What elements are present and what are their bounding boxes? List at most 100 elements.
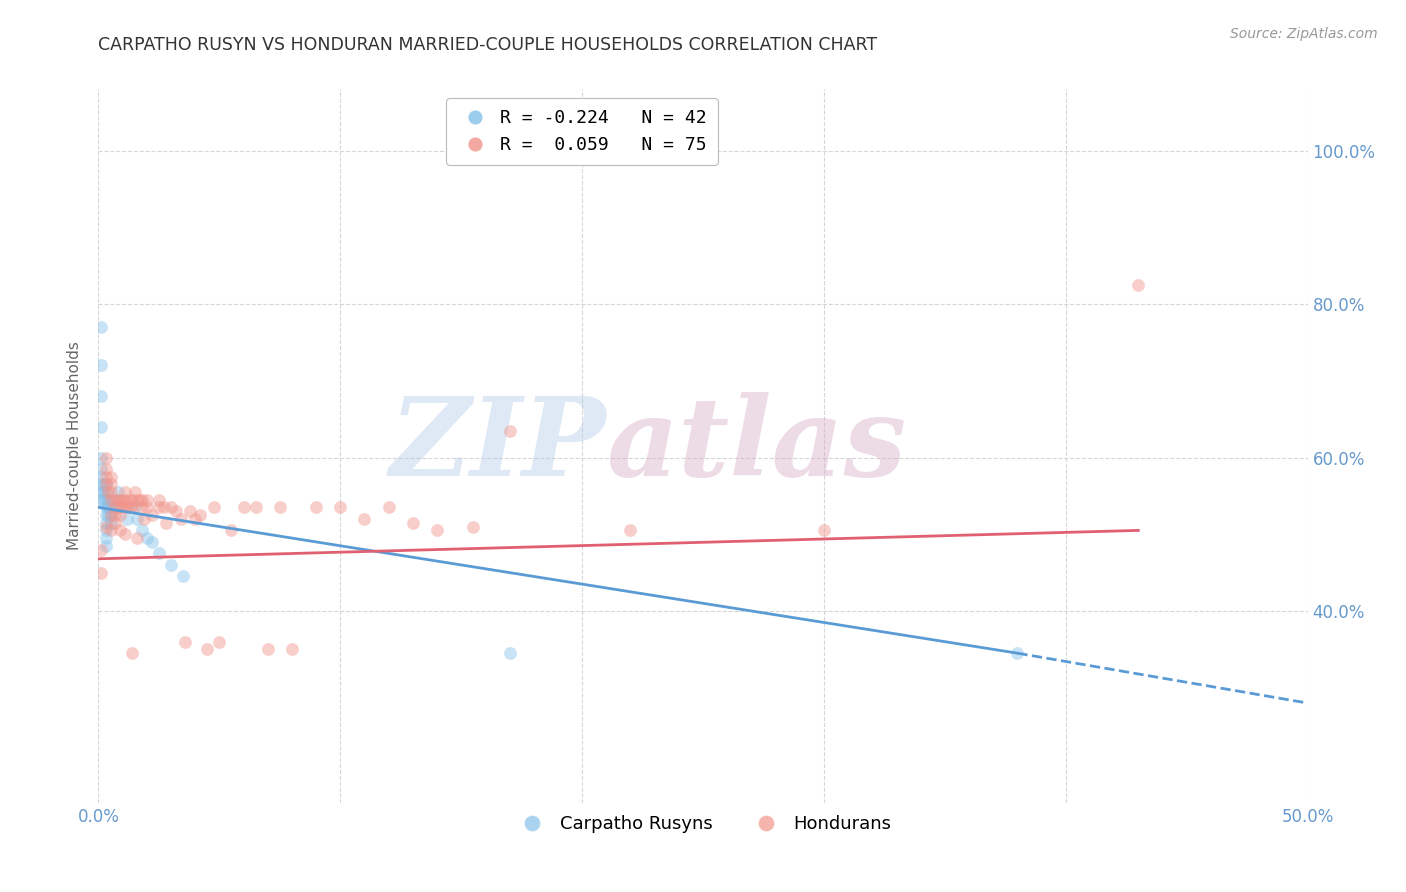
- Point: [100, 485, 122, 500]
- Point: [107, 485, 129, 500]
- Point: [90, 419, 112, 434]
- Point: [90, 389, 112, 403]
- Point: [108, 508, 131, 522]
- Point: [1128, 277, 1150, 292]
- Point: [90, 477, 112, 491]
- Point: [169, 512, 191, 526]
- Point: [90, 320, 112, 334]
- Text: CARPATHO RUSYN VS HONDURAN MARRIED-COUPLE HOUSEHOLDS CORRELATION CHART: CARPATHO RUSYN VS HONDURAN MARRIED-COUPL…: [98, 36, 877, 54]
- Point: [619, 524, 641, 538]
- Point: [118, 492, 141, 507]
- Point: [94, 500, 117, 515]
- Point: [104, 508, 127, 522]
- Point: [134, 512, 156, 526]
- Point: [121, 500, 143, 515]
- Point: [94, 485, 117, 500]
- Point: [426, 524, 449, 538]
- Point: [329, 500, 352, 515]
- Point: [90, 462, 112, 476]
- Point: [141, 535, 163, 549]
- Point: [1007, 646, 1029, 660]
- Point: [100, 477, 122, 491]
- Point: [104, 516, 127, 530]
- Point: [165, 504, 187, 518]
- Point: [94, 477, 117, 491]
- Point: [127, 531, 149, 545]
- Y-axis label: Married-couple Households: Married-couple Households: [66, 342, 82, 550]
- Legend: Carpatho Rusyns, Hondurans: Carpatho Rusyns, Hondurans: [508, 808, 898, 840]
- Point: [100, 492, 122, 507]
- Point: [107, 500, 129, 515]
- Point: [127, 492, 149, 507]
- Text: ZIP: ZIP: [389, 392, 606, 500]
- Point: [100, 524, 122, 538]
- Point: [94, 450, 117, 465]
- Point: [135, 492, 157, 507]
- Point: [174, 634, 197, 648]
- Point: [118, 500, 141, 515]
- Point: [121, 646, 143, 660]
- Point: [377, 500, 399, 515]
- Point: [188, 508, 211, 522]
- Point: [94, 531, 117, 545]
- Point: [100, 516, 122, 530]
- Point: [131, 492, 153, 507]
- Point: [160, 558, 183, 572]
- Point: [94, 524, 117, 538]
- Point: [221, 524, 243, 538]
- Point: [108, 500, 131, 515]
- Point: [100, 492, 122, 507]
- Point: [463, 519, 485, 533]
- Point: [135, 531, 157, 545]
- Point: [141, 508, 163, 522]
- Point: [117, 512, 139, 526]
- Point: [256, 642, 278, 657]
- Point: [108, 524, 131, 538]
- Point: [155, 516, 177, 530]
- Point: [91, 492, 114, 507]
- Point: [204, 500, 226, 515]
- Point: [94, 477, 117, 491]
- Point: [100, 469, 122, 483]
- Point: [100, 508, 122, 522]
- Point: [208, 634, 231, 648]
- Point: [353, 512, 375, 526]
- Point: [148, 500, 170, 515]
- Point: [90, 450, 112, 465]
- Point: [97, 485, 120, 500]
- Point: [124, 485, 146, 500]
- Point: [281, 642, 304, 657]
- Point: [124, 500, 146, 515]
- Point: [111, 500, 134, 515]
- Point: [131, 500, 153, 515]
- Point: [128, 492, 150, 507]
- Point: [114, 485, 136, 500]
- Point: [91, 485, 114, 500]
- Point: [305, 500, 328, 515]
- Point: [90, 485, 112, 500]
- Point: [232, 500, 254, 515]
- Point: [97, 508, 120, 522]
- Point: [104, 500, 127, 515]
- Point: [195, 642, 218, 657]
- Point: [94, 492, 117, 507]
- Point: [127, 512, 149, 526]
- Point: [148, 492, 170, 507]
- Point: [107, 492, 129, 507]
- Point: [94, 519, 117, 533]
- Point: [90, 566, 112, 580]
- Point: [97, 500, 120, 515]
- Point: [90, 542, 112, 557]
- Point: [117, 500, 139, 515]
- Point: [104, 492, 127, 507]
- Point: [94, 469, 117, 483]
- Text: atlas: atlas: [606, 392, 907, 500]
- Point: [114, 492, 136, 507]
- Point: [131, 524, 153, 538]
- Point: [108, 492, 131, 507]
- Point: [498, 424, 520, 438]
- Point: [111, 492, 134, 507]
- Text: Source: ZipAtlas.com: Source: ZipAtlas.com: [1230, 27, 1378, 41]
- Point: [160, 500, 183, 515]
- Point: [269, 500, 291, 515]
